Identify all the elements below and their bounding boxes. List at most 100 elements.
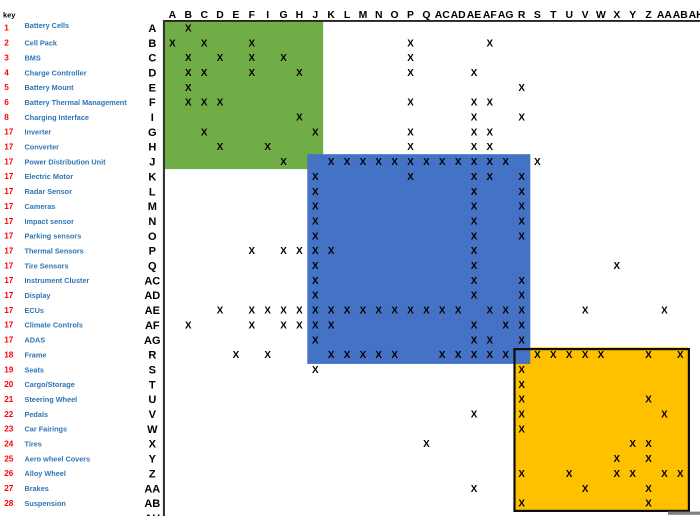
svg-text:S: S: [149, 365, 156, 377]
svg-text:X: X: [423, 439, 430, 450]
svg-text:X: X: [487, 335, 494, 346]
svg-text:X: X: [360, 157, 367, 168]
svg-text:K: K: [327, 10, 335, 21]
svg-text:X: X: [582, 484, 589, 495]
svg-text:X: X: [487, 98, 494, 109]
svg-text:Parking sensors: Parking sensors: [25, 232, 82, 241]
svg-text:X: X: [471, 291, 478, 302]
svg-text:X: X: [423, 157, 430, 168]
svg-text:X: X: [471, 276, 478, 287]
svg-text:X: X: [518, 395, 525, 406]
svg-text:X: X: [312, 306, 319, 317]
svg-text:Power Distribution Unit: Power Distribution Unit: [25, 157, 107, 166]
svg-text:21: 21: [4, 395, 14, 404]
svg-text:Battery Cells: Battery Cells: [25, 21, 70, 30]
svg-text:X: X: [645, 350, 652, 361]
svg-text:X: X: [312, 291, 319, 302]
svg-text:Aero wheel Covers: Aero wheel Covers: [25, 454, 91, 463]
svg-text:Car Fairings: Car Fairings: [25, 425, 68, 434]
svg-text:X: X: [249, 53, 256, 64]
svg-text:X: X: [613, 10, 620, 21]
svg-text:X: X: [645, 484, 652, 495]
svg-text:Battery Mount: Battery Mount: [25, 83, 75, 92]
svg-text:B: B: [185, 10, 193, 21]
svg-text:X: X: [328, 246, 335, 257]
svg-text:X: X: [534, 157, 541, 168]
svg-text:X: X: [360, 350, 367, 361]
svg-text:ECUs: ECUs: [25, 306, 44, 315]
svg-text:X: X: [217, 306, 224, 317]
svg-text:M: M: [359, 10, 368, 21]
svg-text:8: 8: [4, 113, 9, 122]
svg-text:AE: AE: [145, 305, 160, 317]
svg-text:X: X: [407, 172, 414, 183]
svg-text:Display: Display: [25, 291, 52, 300]
svg-text:X: X: [518, 187, 525, 198]
svg-text:X: X: [312, 187, 319, 198]
svg-text:X: X: [296, 320, 303, 331]
svg-text:X: X: [566, 469, 573, 480]
svg-text:X: X: [645, 395, 652, 406]
svg-text:X: X: [249, 320, 256, 331]
svg-text:ADAS: ADAS: [25, 336, 46, 345]
svg-text:X: X: [487, 38, 494, 49]
svg-text:17: 17: [4, 247, 14, 256]
svg-text:X: X: [423, 306, 430, 317]
svg-text:R: R: [148, 350, 156, 362]
svg-text:N: N: [148, 216, 156, 228]
svg-text:X: X: [471, 157, 478, 168]
svg-text:X: X: [185, 83, 192, 94]
svg-text:X: X: [502, 157, 509, 168]
svg-text:X: X: [391, 157, 398, 168]
svg-text:AF: AF: [145, 320, 160, 332]
svg-text:BMS: BMS: [25, 53, 41, 62]
svg-text:X: X: [264, 350, 271, 361]
svg-text:Q: Q: [422, 10, 430, 21]
svg-text:Climate Controls: Climate Controls: [25, 321, 83, 330]
svg-text:Frame: Frame: [25, 350, 47, 359]
svg-text:X: X: [407, 98, 414, 109]
svg-text:Charging Interface: Charging Interface: [25, 113, 89, 122]
svg-text:X: X: [296, 246, 303, 257]
svg-text:18: 18: [4, 350, 14, 359]
svg-text:X: X: [439, 157, 446, 168]
svg-text:X: X: [471, 410, 478, 421]
svg-text:X: X: [249, 306, 256, 317]
svg-text:X: X: [471, 484, 478, 495]
svg-text:G: G: [279, 10, 287, 21]
svg-text:X: X: [185, 53, 192, 64]
svg-text:A: A: [148, 23, 156, 35]
svg-text:K: K: [148, 171, 156, 183]
svg-text:key: key: [3, 11, 16, 20]
svg-text:X: X: [217, 142, 224, 153]
svg-text:X: X: [629, 439, 636, 450]
svg-text:X: X: [344, 306, 351, 317]
svg-text:AG: AG: [498, 10, 514, 21]
svg-text:I: I: [266, 10, 269, 21]
svg-text:Alloy Wheel: Alloy Wheel: [25, 469, 66, 478]
svg-text:W: W: [147, 424, 158, 436]
svg-text:X: X: [185, 23, 192, 34]
svg-text:X: X: [312, 320, 319, 331]
svg-text:J: J: [149, 157, 155, 169]
svg-text:X: X: [471, 113, 478, 124]
svg-text:D: D: [216, 10, 224, 21]
svg-text:Radar Sensor: Radar Sensor: [25, 187, 73, 196]
svg-text:Q: Q: [148, 261, 157, 273]
svg-text:X: X: [502, 320, 509, 331]
svg-text:AC: AC: [435, 10, 451, 21]
svg-text:17: 17: [4, 276, 14, 285]
svg-text:Charge Controller: Charge Controller: [25, 68, 87, 77]
svg-text:AB: AB: [673, 10, 689, 21]
svg-text:X: X: [598, 350, 605, 361]
svg-text:X: X: [312, 202, 319, 213]
svg-text:23: 23: [4, 425, 14, 434]
svg-text:22: 22: [4, 410, 14, 419]
svg-text:Tire Sensors: Tire Sensors: [25, 261, 69, 270]
svg-text:X: X: [249, 246, 256, 257]
svg-text:X: X: [471, 246, 478, 257]
svg-text:X: X: [280, 53, 287, 64]
svg-text:X: X: [566, 350, 573, 361]
svg-text:Cameras: Cameras: [25, 202, 56, 211]
svg-text:S: S: [534, 10, 541, 21]
